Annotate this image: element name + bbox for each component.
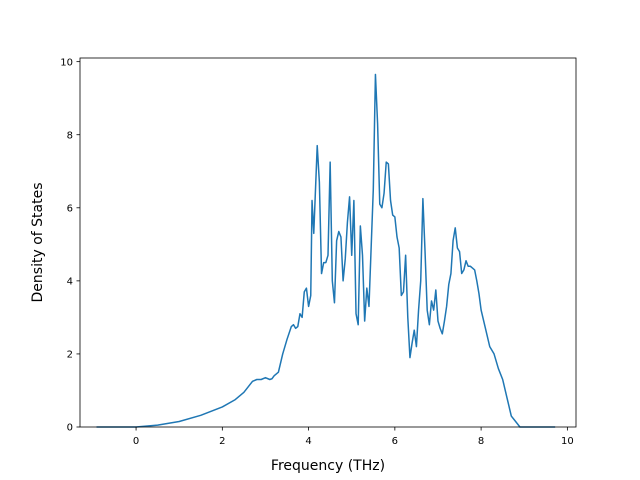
x-tick-label: 0 — [133, 436, 139, 447]
y-tick-label: 4 — [67, 276, 73, 287]
y-tick-label: 2 — [67, 350, 73, 361]
y-axis-label: Density of States — [30, 183, 46, 303]
plot-area — [96, 73, 556, 428]
y-tick-label: 8 — [67, 130, 73, 141]
axes-frame — [79, 57, 577, 428]
y-axis-ticks: 0 2 4 6 8 10 — [60, 57, 80, 434]
x-axis-ticks: 0 2 4 6 8 10 — [133, 427, 574, 447]
x-tick-label: 10 — [561, 436, 574, 447]
x-tick-label: 8 — [478, 436, 484, 447]
x-axis-label: Frequency (THz) — [271, 458, 385, 474]
x-tick-label: 6 — [392, 436, 398, 447]
x-tick-label: 4 — [305, 436, 311, 447]
x-tick-label: 2 — [219, 436, 225, 447]
dos-series-line — [96, 73, 556, 428]
y-tick-label: 6 — [67, 203, 73, 214]
y-tick-label: 10 — [60, 57, 73, 68]
y-tick-label: 0 — [67, 423, 73, 434]
